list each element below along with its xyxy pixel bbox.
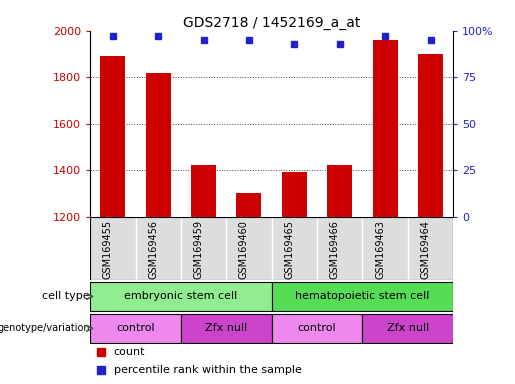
- Text: GSM169456: GSM169456: [148, 220, 158, 279]
- Bar: [418, 54, 443, 217]
- Bar: [90, 282, 272, 311]
- Text: count: count: [114, 348, 145, 358]
- Text: GSM169459: GSM169459: [194, 220, 203, 279]
- Text: GSM169464: GSM169464: [421, 220, 431, 279]
- Bar: [181, 314, 272, 343]
- Text: GSM169465: GSM169465: [284, 220, 295, 279]
- Text: hematopoietic stem cell: hematopoietic stem cell: [295, 291, 430, 301]
- Text: control: control: [298, 323, 336, 333]
- Bar: [236, 194, 262, 217]
- Text: GSM169466: GSM169466: [330, 220, 340, 279]
- Text: percentile rank within the sample: percentile rank within the sample: [114, 365, 302, 375]
- Bar: [191, 166, 216, 217]
- Text: control: control: [116, 323, 155, 333]
- Text: genotype/variation: genotype/variation: [0, 323, 90, 333]
- Title: GDS2718 / 1452169_a_at: GDS2718 / 1452169_a_at: [183, 16, 360, 30]
- Text: GSM169455: GSM169455: [103, 220, 113, 279]
- Text: GSM169463: GSM169463: [375, 220, 385, 279]
- Bar: [272, 314, 363, 343]
- Text: Zfx null: Zfx null: [387, 323, 429, 333]
- Text: GSM169460: GSM169460: [239, 220, 249, 279]
- Text: Zfx null: Zfx null: [205, 323, 247, 333]
- Bar: [100, 56, 125, 217]
- Bar: [327, 166, 352, 217]
- Bar: [90, 314, 181, 343]
- Bar: [146, 73, 170, 217]
- Bar: [373, 40, 398, 217]
- Bar: [363, 314, 453, 343]
- Bar: [272, 282, 453, 311]
- Text: cell type: cell type: [43, 291, 90, 301]
- Bar: [282, 172, 307, 217]
- Text: embryonic stem cell: embryonic stem cell: [124, 291, 237, 301]
